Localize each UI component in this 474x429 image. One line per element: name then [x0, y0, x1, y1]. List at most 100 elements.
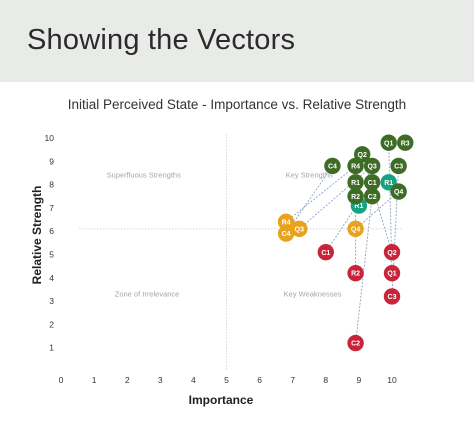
point-marker: [363, 188, 381, 205]
slide-title: Showing the Vectors: [27, 24, 296, 56]
vector-line: [355, 196, 373, 344]
point-label: R2: [351, 194, 360, 201]
x-tick-label: 0: [59, 375, 64, 385]
x-tick-label: 1: [92, 375, 97, 385]
y-tick-label: 7: [49, 203, 54, 213]
y-tick-label: 3: [49, 296, 54, 306]
point-marker: [347, 334, 364, 352]
y-tick-label: 6: [49, 226, 54, 236]
point-label: R1: [384, 180, 393, 187]
x-tick-label: 7: [290, 375, 295, 385]
data-point: C2: [347, 334, 364, 352]
point-label: C2: [351, 341, 360, 348]
data-point: R4: [277, 213, 295, 231]
point-label: C4: [328, 164, 337, 171]
data-point: Q4: [390, 183, 407, 200]
x-axis-label: Importance: [189, 393, 254, 407]
data-point: R2: [347, 188, 364, 205]
point-marker: [390, 183, 407, 200]
point-label: Q1: [384, 140, 393, 147]
point-marker: [347, 157, 364, 175]
point-marker: [363, 157, 381, 175]
data-point: C4: [277, 225, 295, 242]
point-marker: [363, 174, 381, 191]
y-tick-label: 1: [49, 343, 54, 353]
x-tick-label: 6: [257, 375, 262, 385]
vector-line: [285, 165, 356, 223]
point-label: R4: [282, 219, 291, 226]
y-tick-label: 4: [49, 273, 54, 283]
data-point: R1: [347, 174, 364, 191]
y-axis-label: Relative Strength: [30, 186, 44, 285]
point-marker: [347, 220, 364, 238]
point-marker: [383, 288, 401, 305]
data-point: Q2: [383, 243, 401, 261]
data-point: R2: [347, 264, 364, 282]
point-marker: [324, 157, 341, 175]
point-marker: [317, 243, 334, 261]
x-tick-label: 2: [125, 375, 130, 385]
slide-header: Showing the Vectors: [0, 0, 474, 82]
point-marker: [397, 134, 414, 151]
point-label: C3: [394, 164, 403, 171]
data-point: Q4: [347, 220, 364, 238]
point-marker: [347, 264, 364, 282]
data-point: R3: [397, 134, 414, 151]
point-label: Q1: [387, 271, 396, 278]
point-label: R1: [351, 180, 360, 187]
point-label: C3: [388, 294, 397, 301]
data-point: C2: [363, 188, 381, 205]
data-point: Q1: [383, 264, 401, 282]
data-point: C1: [363, 174, 381, 191]
point-marker: [347, 174, 364, 191]
point-label: Q3: [295, 226, 304, 233]
point-marker: [383, 243, 401, 261]
point-label: R4: [351, 164, 360, 171]
quadrant-label: Key Strengths: [286, 171, 333, 180]
data-point: Q3: [363, 157, 381, 175]
data-point: C1: [317, 243, 334, 261]
point-label: C1: [321, 250, 330, 257]
y-tick-label: 9: [49, 156, 54, 166]
quadrant-label: Key Weaknesses: [284, 289, 342, 298]
data-point: C4: [324, 157, 341, 175]
x-tick-label: 4: [191, 375, 196, 385]
point-label: C2: [368, 194, 377, 201]
point-label: C4: [282, 231, 291, 238]
quadrant-label: Zone of Irrelevance: [115, 289, 180, 298]
data-point: Q1: [380, 134, 397, 151]
point-marker: [291, 220, 308, 238]
point-label: R1: [354, 203, 363, 210]
point-label: Q2: [387, 250, 396, 257]
quadrant-label: Superfluous Strengths: [107, 171, 181, 180]
x-tick-label: 9: [357, 375, 362, 385]
vector-line: [355, 191, 399, 230]
x-tick-label: 8: [323, 375, 328, 385]
point-label: Q3: [367, 164, 376, 171]
point-marker: [277, 213, 295, 231]
data-point: C3: [390, 157, 407, 175]
data-point: C3: [383, 288, 401, 305]
x-tick-label: 5: [224, 375, 229, 385]
x-tick-label: 10: [387, 375, 397, 385]
y-tick-label: 10: [45, 133, 55, 143]
y-tick-label: 8: [49, 180, 54, 190]
chart-axes: 0 1 2 3 4 5 6 7 8 9 10 1 2 3 4 5 6 7 8 9 10 Superfluous Stren…: [45, 133, 402, 385]
point-label: R2: [351, 271, 360, 278]
y-tick-label: 5: [49, 250, 54, 260]
point-label: Q2: [358, 152, 367, 159]
point-label: Q4: [351, 226, 360, 233]
chart-title: Initial Perceived State - Importance vs.…: [67, 97, 407, 112]
vector-line: [285, 165, 333, 234]
y-tick-label: 2: [49, 319, 54, 329]
point-label: C1: [368, 180, 377, 187]
point-marker: [383, 264, 401, 282]
point-label: R3: [401, 140, 410, 147]
x-tick-label: 3: [158, 375, 163, 385]
point-marker: [380, 134, 397, 151]
point-label: Q4: [394, 189, 403, 196]
point-marker: [277, 225, 295, 242]
data-point: R4: [347, 157, 364, 175]
